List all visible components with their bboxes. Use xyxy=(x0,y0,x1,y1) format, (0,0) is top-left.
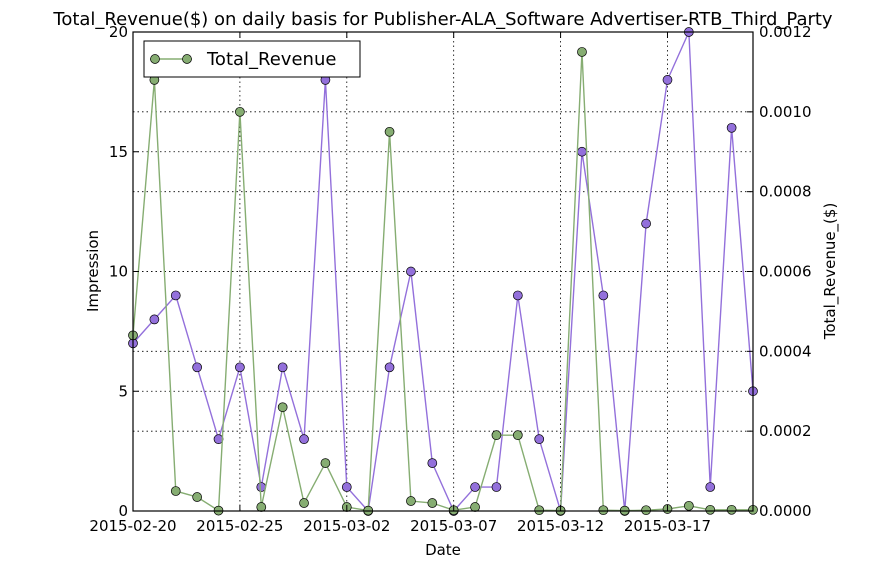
data-point-1 xyxy=(256,502,267,512)
x-axis-label: Date xyxy=(425,541,461,559)
y-axis-label-right: Total_Revenue_($) xyxy=(821,203,840,341)
x-tick-label: 2015-03-17 xyxy=(624,517,711,535)
x-tick-label: 2015-02-25 xyxy=(196,517,283,535)
data-point-1 xyxy=(192,492,202,502)
data-point-0 xyxy=(277,362,288,373)
data-point-0 xyxy=(598,290,609,301)
data-point-0 xyxy=(384,362,395,373)
data-point-1 xyxy=(320,458,331,468)
data-point-1 xyxy=(705,504,716,515)
legend-marker-left xyxy=(150,54,160,64)
y-tick-label-left: 5 xyxy=(118,382,128,400)
y-tick-label-left: 20 xyxy=(109,23,128,41)
data-point-1 xyxy=(491,430,502,441)
y-tick-label-right: 0.0006 xyxy=(759,263,812,281)
data-point-1 xyxy=(641,505,651,516)
data-point-1 xyxy=(512,430,523,441)
data-point-0 xyxy=(192,362,202,373)
x-tick-label: 2015-02-20 xyxy=(89,517,176,535)
data-point-1 xyxy=(235,106,245,117)
y-tick-label-left: 10 xyxy=(109,263,128,281)
legend-label: Total_Revenue xyxy=(206,49,336,70)
data-point-0 xyxy=(641,218,651,229)
data-point-0 xyxy=(470,482,480,492)
data-point-0 xyxy=(299,434,309,444)
series-line-0 xyxy=(132,31,754,513)
series-layer xyxy=(128,27,758,516)
y-axis-label-left: Impression xyxy=(84,230,102,312)
data-point-1 xyxy=(277,402,288,413)
legend: Total_Revenue xyxy=(143,40,361,78)
data-point-1 xyxy=(299,498,309,508)
chart-title: Total_Revenue($) on daily basis for Publ… xyxy=(52,9,833,30)
data-point-1 xyxy=(170,486,181,496)
y-tick-label-right: 0.0002 xyxy=(759,422,812,440)
data-point-0 xyxy=(235,362,245,373)
data-point-1 xyxy=(470,502,480,512)
y-tick-label-right: 0.0004 xyxy=(759,342,812,360)
data-point-0 xyxy=(406,266,416,277)
data-point-0 xyxy=(577,146,587,157)
data-point-1 xyxy=(406,496,416,506)
data-point-0 xyxy=(662,75,673,85)
ticks: 2015-02-20 2015-02-25 2015-03-02 2015-03-07… xyxy=(89,23,811,535)
data-point-1 xyxy=(598,505,609,516)
data-point-0 xyxy=(512,290,523,301)
legend-marker-right xyxy=(182,54,192,64)
data-point-1 xyxy=(577,47,587,57)
data-point-1 xyxy=(684,500,694,511)
data-point-1 xyxy=(384,126,395,137)
y-tick-label-left: 15 xyxy=(109,143,128,161)
y-tick-label-right: 0.0000 xyxy=(759,502,812,520)
x-tick-label: 2015-03-07 xyxy=(410,517,497,535)
data-point-0 xyxy=(726,122,737,133)
data-point-1 xyxy=(726,504,737,515)
y-tick-label-right: 0.0012 xyxy=(759,23,812,41)
x-tick-label: 2015-03-12 xyxy=(517,517,604,535)
data-point-0 xyxy=(427,458,438,468)
data-point-1 xyxy=(427,498,438,508)
data-point-0 xyxy=(149,314,160,325)
y-tick-label-right: 0.0008 xyxy=(759,183,812,201)
data-point-1 xyxy=(534,505,545,516)
y-tick-label-left: 0 xyxy=(118,502,128,520)
y-tick-label-right: 0.0010 xyxy=(759,103,812,121)
data-point-0 xyxy=(341,482,352,492)
data-point-0 xyxy=(491,482,502,492)
data-point-0 xyxy=(534,434,545,444)
series-line-1 xyxy=(132,51,753,512)
data-point-0 xyxy=(170,290,181,301)
x-tick-label: 2015-03-02 xyxy=(303,517,390,535)
data-point-0 xyxy=(705,482,716,492)
grid xyxy=(132,31,753,512)
